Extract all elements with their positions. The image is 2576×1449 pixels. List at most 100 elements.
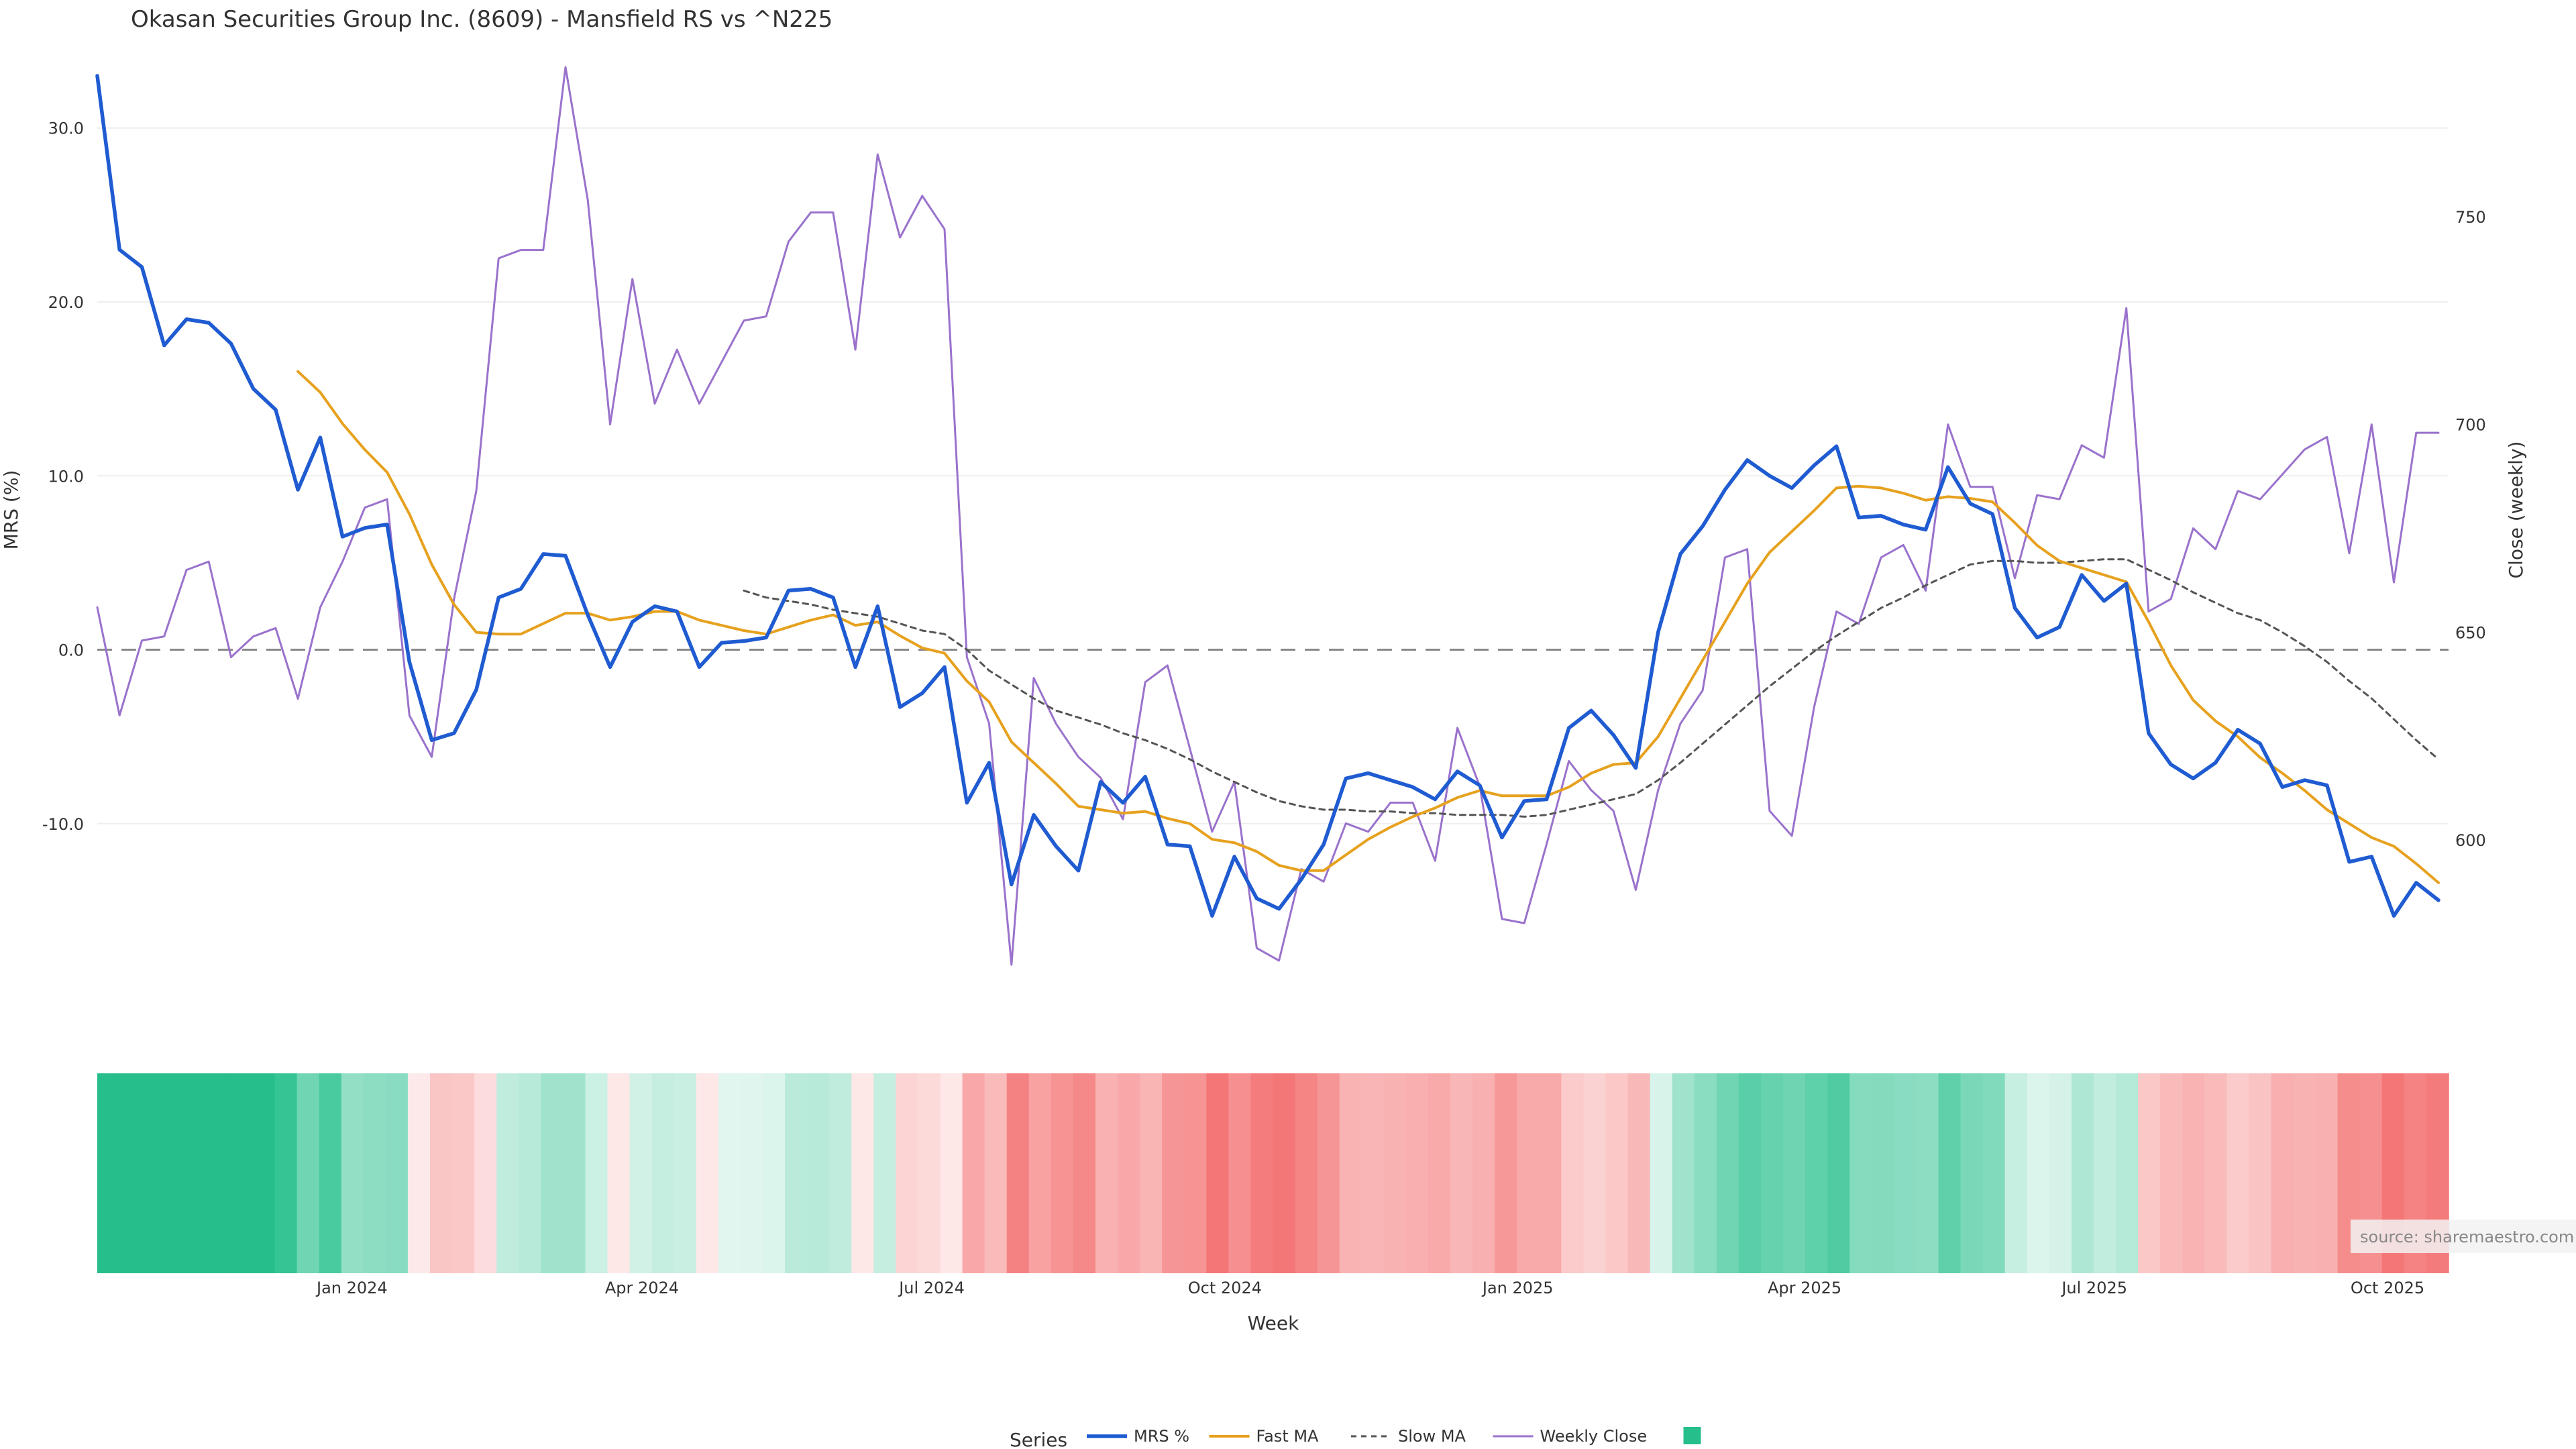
heatmap-cell [1250,1073,1274,1273]
x-tick-label: Oct 2025 [2351,1279,2424,1297]
x-tick-label: Apr 2024 [605,1279,679,1297]
legend-item-weekly-close[interactable]: Weekly Close [1493,1427,1648,1446]
legend-items: MRS % Fast MA Slow MA Weekly Close [1087,1427,1701,1446]
heatmap-cell [873,1073,897,1273]
mrs-heatmap-strip [97,1073,2449,1273]
heatmap-cell [1495,1073,1518,1273]
heatmap-cell [1849,1073,1873,1273]
left-y-tick-label: 10.0 [48,467,84,486]
heatmap-cell [274,1073,298,1273]
heatmap-cell [940,1073,963,1273]
heatmap-cell [319,1073,342,1273]
heatmap-cell [407,1073,431,1273]
legend-heatmap-swatch[interactable] [1683,1427,1701,1444]
heatmap-cell [1051,1073,1074,1273]
heatmap-cell [186,1073,209,1273]
x-tick-label: Jan 2025 [1481,1279,1554,1297]
heatmap-cell [2249,1073,2272,1273]
left-y-tick-label: 30.0 [48,119,84,138]
heatmap-cell [1006,1073,1030,1273]
heatmap-cell [1450,1073,1473,1273]
heatmap-cell [1472,1073,1495,1273]
right-y-tick-label: 650 [2455,623,2486,642]
heatmap-cell [1428,1073,1451,1273]
heatmap-cell [1517,1073,1540,1273]
heatmap-cell [1938,1073,1962,1273]
heatmap-cell [1317,1073,1340,1273]
heatmap-cell [696,1073,719,1273]
legend-label: Weekly Close [1540,1427,1648,1446]
heatmap-cell [164,1073,187,1273]
legend-title: Series [1010,1429,1067,1449]
heatmap-cell [2071,1073,2094,1273]
heatmap-cell [2271,1073,2294,1273]
heatmap-cell [651,1073,675,1273]
legend-item-slow-ma[interactable]: Slow MA [1351,1427,1466,1446]
heatmap-cell [1140,1073,1163,1273]
slow-ma-line [743,558,2440,818]
heatmap-cell [2116,1073,2139,1273]
heatmap-cell [1273,1073,1296,1273]
legend-item-fast-ma[interactable]: Fast MA [1209,1427,1320,1446]
heatmap-cell [1561,1073,1585,1273]
heatmap-cell [1228,1073,1252,1273]
x-tick-label: Apr 2025 [1768,1279,1841,1297]
heatmap-cell [452,1073,475,1273]
heatmap-cell [541,1073,564,1273]
legend-label: Slow MA [1398,1427,1466,1446]
heatmap-cell [607,1073,631,1273]
heatmap-cell [97,1073,120,1273]
series-lines [95,66,2440,966]
heatmap-cell [563,1073,586,1273]
x-tick-label: Jan 2024 [315,1279,388,1297]
heatmap-cell [1605,1073,1629,1273]
heatmap-cell [851,1073,875,1273]
left-y-tick-label: 0.0 [58,641,84,660]
heatmap-cell [984,1073,1008,1273]
heatmap-cell [1672,1073,1695,1273]
heatmap-cell [1982,1073,2006,1273]
source-note: source: sharemaestro.com [2360,1228,2574,1246]
heatmap-cell [585,1073,608,1273]
x-tick-label: Jul 2025 [2060,1279,2127,1297]
heatmap-cell [297,1073,320,1273]
heatmap-cell [2138,1073,2161,1273]
heatmap-cell [1783,1073,1806,1273]
legend-item-mrs[interactable]: MRS % [1087,1427,1189,1446]
heatmap-cell [496,1073,520,1273]
heatmap-cell [1716,1073,1739,1273]
heatmap-cell [230,1073,254,1273]
heatmap-cell [807,1073,830,1273]
heatmap-cell [1184,1073,1208,1273]
left-y-axis-title: MRS (%) [0,470,22,550]
heatmap-cell [2226,1073,2250,1273]
heatmap-cell [785,1073,808,1273]
heatmap-cell [1162,1073,1185,1273]
heatmap-cell [1118,1073,1140,1273]
heatmap-cell [762,1073,786,1273]
heatmap-cell [1738,1073,1762,1273]
heatmap-cell [1805,1073,1828,1273]
legend-label: MRS % [1134,1427,1189,1446]
right-y-axis-title: Close (weekly) [2505,441,2527,579]
heatmap-cell [1694,1073,1717,1273]
heatmap-cell [918,1073,941,1273]
heatmap-cell [1206,1073,1230,1273]
right-y-tick-label: 750 [2455,208,2486,227]
heatmap-cell [429,1073,453,1273]
heatmap-cell [142,1073,164,1273]
right-y-tick-label: 700 [2455,416,2486,435]
heatmap-cell [1627,1073,1651,1273]
mrs-line [95,74,2440,918]
heatmap-cell [1405,1073,1429,1273]
heatmap-cell [1583,1073,1607,1273]
heatmap-cell [1073,1073,1096,1273]
heatmap-cell [629,1073,653,1273]
heatmap-cell [718,1073,741,1273]
right-y-axis-ticks: 750 700 650 600 [2455,208,2486,850]
legend-label: Fast MA [1256,1427,1320,1446]
heatmap-cell [1760,1073,1784,1273]
heatmap-cell [1872,1073,1895,1273]
heatmap-cell [2004,1073,2028,1273]
